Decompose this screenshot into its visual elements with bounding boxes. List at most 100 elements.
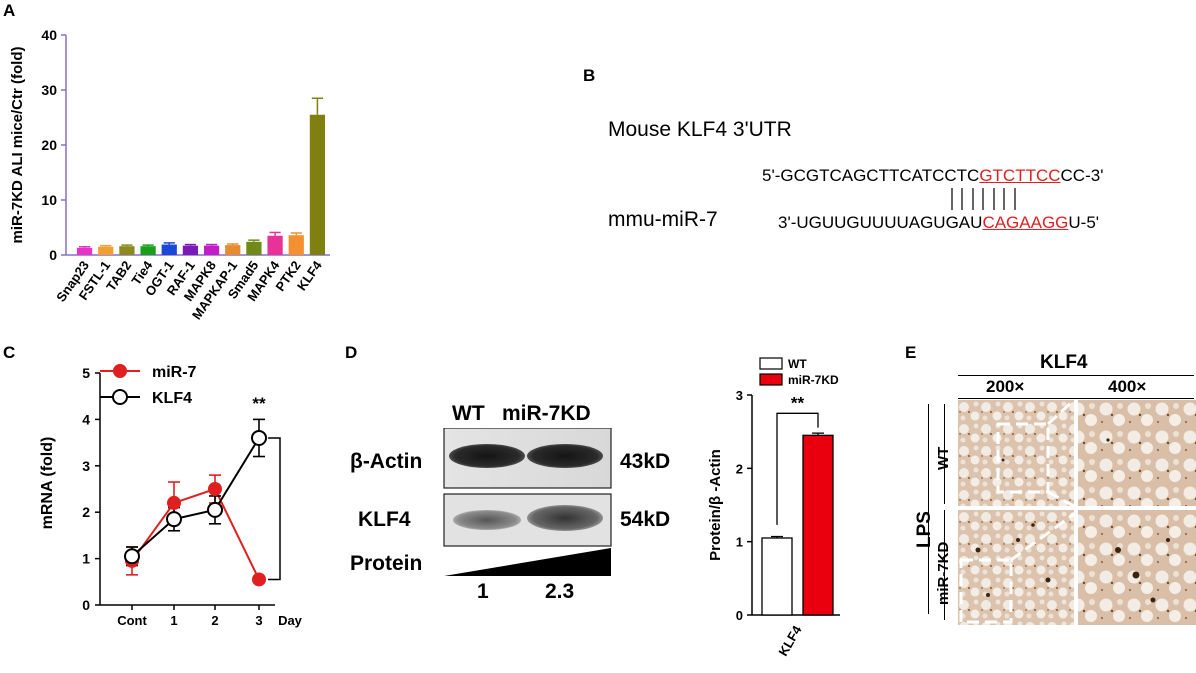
pairing-lines	[951, 188, 1016, 210]
chart-d-significance: **	[791, 393, 805, 412]
chart-c-point-KLF4	[166, 511, 182, 528]
row-kd-rule	[944, 510, 945, 620]
zoom-indicators	[959, 400, 1076, 624]
mirna-label: mmu-miR-7	[608, 208, 718, 231]
chart-c-line-miR-7	[131, 487, 260, 580]
seq-top-seed: GTCTTCC	[979, 166, 1061, 185]
blot-col-wt: WT	[452, 402, 485, 425]
protein-gradient-wedge	[444, 548, 611, 576]
blot-row-klf4: KLF4	[358, 508, 411, 531]
klf4-band-wt	[453, 510, 521, 530]
blot-size-klf4: 54kD	[620, 508, 671, 531]
lps-label: LPS	[914, 511, 935, 548]
histology-title-rule	[958, 375, 1194, 376]
chart-a-ytick-label: 40	[41, 27, 57, 43]
chart-c-ytick-label: 2	[82, 504, 90, 520]
blot-protein-label: Protein	[350, 552, 423, 575]
chart-a-bar	[246, 241, 262, 255]
chart-c-ytick-label: 3	[82, 458, 90, 474]
chart-c-legend-label: KLF4	[152, 390, 192, 407]
chart-a-bar	[98, 246, 114, 255]
chart-d-ylabel: Protein/β -Actin	[707, 449, 724, 561]
chart-c-ytick-label: 5	[82, 365, 90, 381]
chart-c-xlabel: Day	[278, 613, 303, 628]
chart-c-point-miR-7	[252, 572, 266, 587]
panel-label-b: B	[583, 66, 596, 85]
chart-c-xtick-label: 3	[255, 613, 262, 628]
chart-a-bar	[161, 244, 177, 255]
chart-d-ytick-label: 0	[736, 608, 743, 623]
chart-c-line-KLF4	[131, 437, 260, 558]
mir7-sequence: 3'-UGUUGUUUUAGUGAUCAGAAGGU-5'	[778, 213, 1099, 233]
chart-c-ytick-label: 1	[82, 551, 90, 567]
klf4-band-kd	[527, 505, 603, 531]
chart-c-point-miR-7	[208, 482, 222, 496]
blot-size-actin: 43kD	[620, 450, 671, 473]
chart-c-xtick-label: 2	[211, 613, 218, 628]
seq-top-post: CC-3'	[1060, 166, 1104, 185]
lps-bracket	[928, 404, 929, 614]
histology-kd-400x	[1078, 510, 1196, 625]
chart-c-point-KLF4	[251, 429, 267, 446]
chart-d-ytick-label: 3	[736, 388, 743, 403]
klf4-staining-spots	[975, 438, 1170, 603]
chart-a-bar	[267, 235, 283, 255]
chart-d-category-label: KLF4	[775, 622, 805, 658]
chart-c-significance-bracket	[268, 437, 281, 581]
histology-mag-rule	[958, 398, 1194, 399]
panel-label-d: D	[345, 343, 358, 362]
actin-band-kd	[527, 444, 603, 468]
chart-d-legend-swatch	[759, 373, 783, 386]
chart-c-significance: **	[252, 394, 266, 413]
blot-quant-wt: 1	[477, 580, 489, 603]
chart-a-category-label: KLF4	[294, 257, 325, 293]
chart-d-bar-miR-7KD	[802, 434, 834, 616]
chart-d-legend-label: WT	[788, 357, 807, 371]
histology-title: KLF4	[1040, 352, 1088, 373]
chart-d-legend-swatch	[759, 357, 783, 370]
chart-d-ytick-label: 1	[736, 535, 743, 550]
chart-a-ylabel: miR-7KD ALI mice/Ctr (fold)	[9, 47, 26, 244]
seq-bot-seed: CAGAAGG	[982, 213, 1069, 232]
seq-bot-post: U-5'	[1068, 213, 1100, 232]
chart-c-xtick-label: 1	[170, 613, 177, 628]
chart-a-bar	[119, 246, 135, 255]
klf4-utr-sequence: 5'-GCGTCAGCTTCATCCTCGTCTTCCCC-3'	[762, 166, 1103, 186]
chart-a-ytick-label: 10	[41, 192, 57, 208]
magnification-200: 200×	[986, 377, 1025, 396]
histology-images	[958, 400, 1196, 625]
chart-c-ytick-label: 4	[82, 411, 90, 427]
chart-c-ytick-label: 0	[82, 597, 90, 613]
blot-image	[443, 428, 612, 576]
chart-a-bar	[76, 247, 93, 255]
chart-c-point-KLF4	[207, 501, 223, 518]
chart-c-point-miR-7	[167, 495, 181, 510]
chart-c-legend-label: miR-7	[152, 364, 197, 381]
chart-c-legend-marker	[113, 364, 127, 378]
chart-a-ytick-label: 0	[49, 247, 57, 263]
chart-d: Protein/β -Actin 0 1 2 3 KLF4 ** WT miR-7KD	[707, 357, 840, 659]
panel-label-a: A	[3, 1, 16, 20]
chart-a-bar	[225, 245, 241, 255]
chart-a-bar	[203, 245, 220, 255]
chart-d-significance-bracket	[776, 412, 819, 525]
histology-kd-200x	[958, 510, 1074, 625]
blot-row-actin: β-Actin	[350, 450, 423, 473]
chart-a: miR-7KD ALI mice/Ctr (fold) 010203040Sna…	[9, 27, 330, 322]
chart-c-point-KLF4	[124, 548, 140, 565]
chart-d-ytick-label: 2	[736, 461, 743, 476]
chart-c-ylabel: mRNA (fold)	[39, 437, 56, 530]
utr-title: Mouse KLF4 3'UTR	[608, 118, 792, 141]
chart-a-ytick-label: 20	[41, 137, 57, 153]
seq-top-pre: 5'-GCGTCAGCTTCATCCTC	[762, 166, 980, 185]
chart-c: mRNA (fold) 0 1 2 3 4 5 Cont 1 2 3 Day miR-7 KLF4 **	[39, 364, 303, 628]
histology-wt-400x	[1078, 400, 1196, 506]
seq-bot-pre: 3'-UGUUGUUUUAGUGAU	[778, 213, 983, 232]
panel-label-c: C	[3, 343, 16, 362]
panel-label-e: E	[905, 343, 917, 362]
blot-quant-kd: 2.3	[545, 580, 575, 603]
chart-a-bar	[309, 114, 326, 255]
chart-d-bar-WT	[761, 537, 793, 616]
chart-a-bar	[288, 235, 304, 255]
blot-col-kd: miR-7KD	[502, 402, 591, 425]
